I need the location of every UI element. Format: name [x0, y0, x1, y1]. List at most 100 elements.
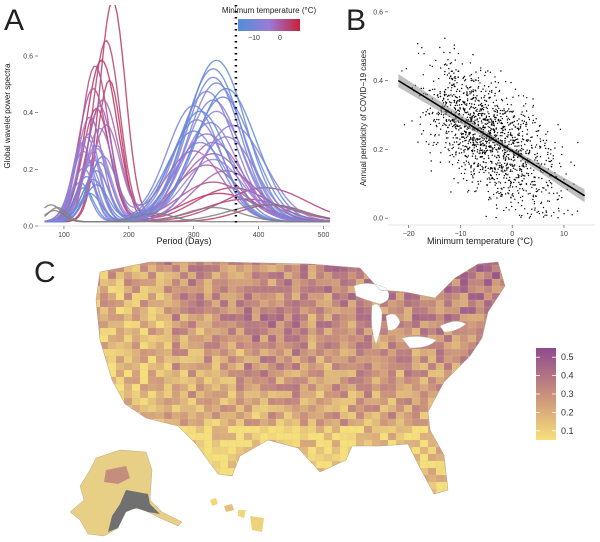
county-cell	[243, 362, 253, 371]
scatter-point	[547, 148, 550, 150]
county-cell	[235, 432, 245, 441]
alaska-purple-region	[104, 466, 130, 484]
county-cell	[179, 262, 189, 266]
county-cell	[347, 341, 357, 350]
county-cell	[499, 404, 505, 413]
county-cell	[491, 411, 501, 420]
county-cell	[371, 446, 381, 455]
county-cell	[123, 320, 133, 329]
scatter-point	[532, 114, 534, 117]
scatter-point	[540, 146, 542, 148]
county-cell	[139, 313, 149, 322]
county-cell	[283, 262, 293, 266]
county-cell	[163, 432, 173, 441]
scatter-point	[507, 187, 509, 189]
scatter-point	[453, 121, 456, 123]
county-cell	[227, 271, 237, 280]
scatter-point	[462, 145, 464, 147]
scatter-point	[458, 96, 461, 98]
hawaii-island	[238, 510, 246, 518]
county-cell	[403, 488, 413, 494]
scatter-point	[482, 118, 484, 121]
county-cell	[291, 432, 301, 441]
county-cell	[459, 369, 469, 378]
scatter-point	[518, 134, 520, 136]
county-cell	[203, 292, 213, 301]
scatter-point	[454, 95, 457, 98]
county-cell	[443, 292, 453, 301]
scatter-point	[484, 71, 487, 73]
county-cell	[403, 432, 413, 441]
county-cell	[171, 397, 181, 406]
scatter-point	[476, 149, 479, 151]
county-cell	[491, 376, 501, 385]
scatter-point	[446, 74, 449, 76]
scatter-point	[460, 172, 463, 175]
county-cell	[355, 474, 365, 483]
scatter-point	[535, 130, 537, 133]
scatter-point	[449, 82, 451, 84]
scatter-point	[558, 195, 560, 197]
county-cell	[235, 390, 245, 399]
county-cell	[508, 482, 516, 489]
county-cell	[387, 404, 397, 413]
county-cell	[235, 411, 245, 420]
scatter-point	[465, 85, 467, 87]
scatter-point	[472, 175, 474, 177]
county-cell	[307, 425, 317, 434]
county-cell	[339, 404, 349, 413]
county-cell	[339, 418, 349, 427]
county-cell	[107, 418, 117, 427]
scatter-point	[429, 123, 432, 126]
scatter-point	[417, 43, 419, 45]
scatter-point	[508, 143, 510, 146]
county-cell	[411, 313, 421, 322]
county-cell	[435, 488, 445, 494]
county-cell	[171, 362, 181, 371]
county-cell	[347, 355, 357, 364]
county-cell	[499, 432, 505, 441]
county-cell	[500, 496, 508, 503]
county-cell	[427, 348, 437, 357]
scatter-point	[534, 209, 536, 211]
county-cell	[315, 453, 325, 462]
map-legend-label: 0.4	[561, 371, 574, 381]
county-cell	[299, 488, 309, 494]
county-cell	[243, 313, 253, 322]
scatter-point	[470, 77, 472, 80]
county-cell	[275, 460, 285, 469]
county-cell	[403, 453, 413, 462]
scatter-point	[494, 76, 496, 78]
county-cell	[419, 460, 429, 469]
county-cell	[459, 446, 469, 455]
county-cell	[307, 460, 317, 469]
county-cell	[307, 362, 317, 371]
county-cell	[411, 271, 421, 280]
scatter-point	[496, 164, 498, 166]
county-cell	[428, 496, 436, 503]
scatter-point	[550, 166, 553, 168]
county-cell	[419, 481, 429, 490]
scatter-point	[451, 163, 454, 166]
scatter-point	[453, 141, 456, 143]
scatter-point	[529, 183, 532, 185]
county-cell	[379, 362, 389, 371]
county-cell	[147, 355, 157, 364]
county-cell	[291, 292, 301, 301]
scatter-point	[466, 103, 468, 105]
county-cell	[227, 348, 237, 357]
county-cell	[451, 299, 461, 308]
county-cell	[371, 474, 381, 483]
county-cell	[508, 342, 516, 349]
county-cell	[347, 453, 357, 462]
county-cell	[459, 299, 469, 308]
county-cell	[275, 425, 285, 434]
scatter-point	[483, 161, 485, 163]
scatter-point	[496, 122, 499, 125]
county-cell	[363, 271, 373, 280]
county-cell	[187, 439, 197, 448]
scatter-point	[476, 110, 478, 113]
county-cell	[483, 334, 493, 343]
county-cell	[243, 271, 253, 280]
county-cell	[299, 320, 309, 329]
